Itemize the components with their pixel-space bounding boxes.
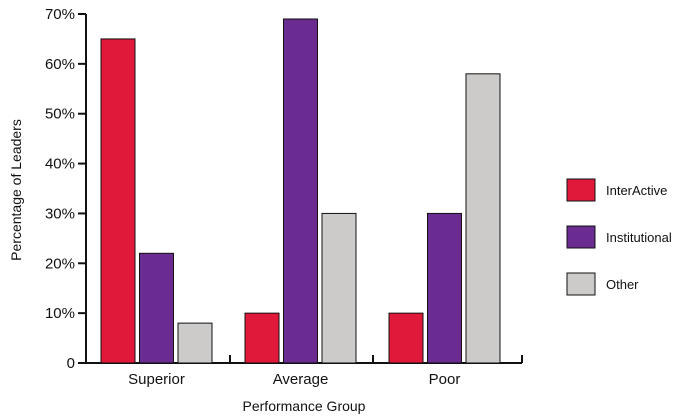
y-tick-label: 70% — [45, 6, 75, 23]
x-tick-label: Average — [273, 371, 329, 388]
x-tick-label: Superior — [128, 371, 185, 388]
legend: InterActive Institutional Other — [566, 178, 672, 296]
legend-swatch — [566, 178, 596, 202]
bar-other-poor — [465, 73, 501, 364]
bar-other-average — [321, 212, 357, 364]
bars — [100, 18, 501, 364]
bar-interactive-superior — [100, 38, 136, 364]
y-tick-label: 30% — [45, 205, 75, 222]
y-tick-label: 10% — [45, 305, 75, 322]
y-axis-title: Percentage of Leaders — [8, 119, 24, 261]
legend-label: Institutional — [606, 230, 672, 245]
legend-label: InterActive — [606, 183, 667, 198]
x-tick-label: Poor — [429, 371, 461, 388]
y-tick-label: 60% — [45, 56, 75, 73]
bar-interactive-average — [244, 312, 280, 364]
y-tick-label: 20% — [45, 255, 75, 272]
bar-institutional-superior — [139, 252, 174, 364]
legend-swatch — [566, 272, 596, 296]
bar-interactive-poor — [388, 312, 424, 364]
bar-institutional-average — [283, 18, 318, 364]
y-tick-label: 50% — [45, 106, 75, 123]
legend-label: Other — [606, 277, 639, 292]
bar-institutional-poor — [427, 212, 462, 364]
category-labels: Superior Average Poor — [128, 371, 460, 388]
y-tick-label: 40% — [45, 156, 75, 173]
y-axis: 0 10% 20% 30% 40% 50% 60% 70% — [45, 6, 87, 372]
x-axis-title: Performance Group — [243, 398, 366, 414]
bar-other-superior — [177, 322, 213, 364]
y-tick-label: 0 — [67, 355, 75, 372]
legend-swatch — [566, 225, 596, 249]
